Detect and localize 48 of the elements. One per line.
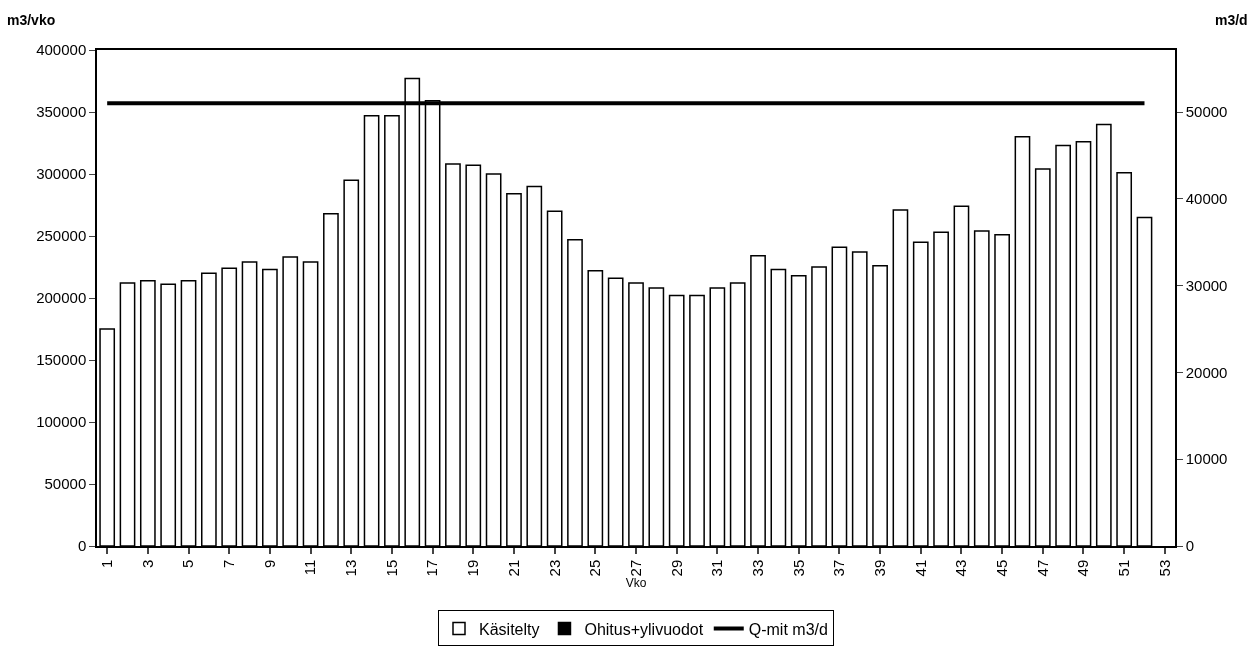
y2-tick-label: 30000 [1185,276,1228,294]
y-tick-label: 0 [77,537,87,555]
y-tick-label: 100000 [36,413,87,431]
x-tick-label: 1 [98,559,116,569]
y-axis-title: m3/vko [7,12,56,28]
x-tick-label: 39 [870,559,888,577]
x-tick-label: 19 [464,559,482,577]
x-tick-label: 9 [260,559,278,569]
x-tick-label: 49 [1074,559,1092,577]
x-tick-label: 31 [708,559,726,577]
y-tick-label: 350000 [36,103,87,121]
x-tick-label: 27 [626,559,644,577]
legend-label: Ohitus+ylivuodot [584,620,704,638]
x-tick-label: 5 [179,559,197,569]
x-tick-label: 21 [504,559,522,577]
y-tick-label: 200000 [36,289,87,307]
x-tick-label: 3 [138,559,156,569]
y2-tick-label: 40000 [1185,190,1228,208]
x-tick-label: 35 [789,559,807,577]
y2-tick-label: 50000 [1185,103,1228,121]
x-tick-label: 29 [667,559,685,577]
y2-tick-label: 20000 [1185,363,1228,381]
x-tick-label: 43 [952,559,970,577]
y2-axis-title: m3/d [1215,12,1248,28]
x-tick-label: 17 [423,559,441,577]
x-tick-label: 51 [1115,559,1133,577]
x-tick-label: 13 [342,559,360,577]
y-tick-label: 400000 [36,41,87,59]
x-tick-label: 33 [748,559,766,577]
x-tick-label: 7 [220,559,238,569]
x-tick-label: 25 [586,559,604,577]
x-tick-label: 23 [545,559,563,577]
y-tick-label: 300000 [36,165,87,183]
y-tick-label: 50000 [44,475,87,493]
x-tick-label: 11 [301,559,319,576]
y2-tick-label: 10000 [1185,450,1228,468]
x-tick-label: 41 [911,559,929,577]
x-tick-label: 15 [382,559,400,577]
y-tick-label: 250000 [36,227,87,245]
x-tick-label: 37 [830,559,848,577]
x-tick-label: 45 [992,559,1010,577]
x-tick-label: 53 [1155,559,1173,577]
y-tick-label: 150000 [36,351,87,369]
legend-label: Käsitelty [479,620,540,638]
x-tick-label: 47 [1033,559,1051,577]
legend-label: Q-mit m3/d [748,620,828,638]
x-axis-title: Vko [625,576,647,591]
y2-tick-label: 0 [1185,537,1195,555]
